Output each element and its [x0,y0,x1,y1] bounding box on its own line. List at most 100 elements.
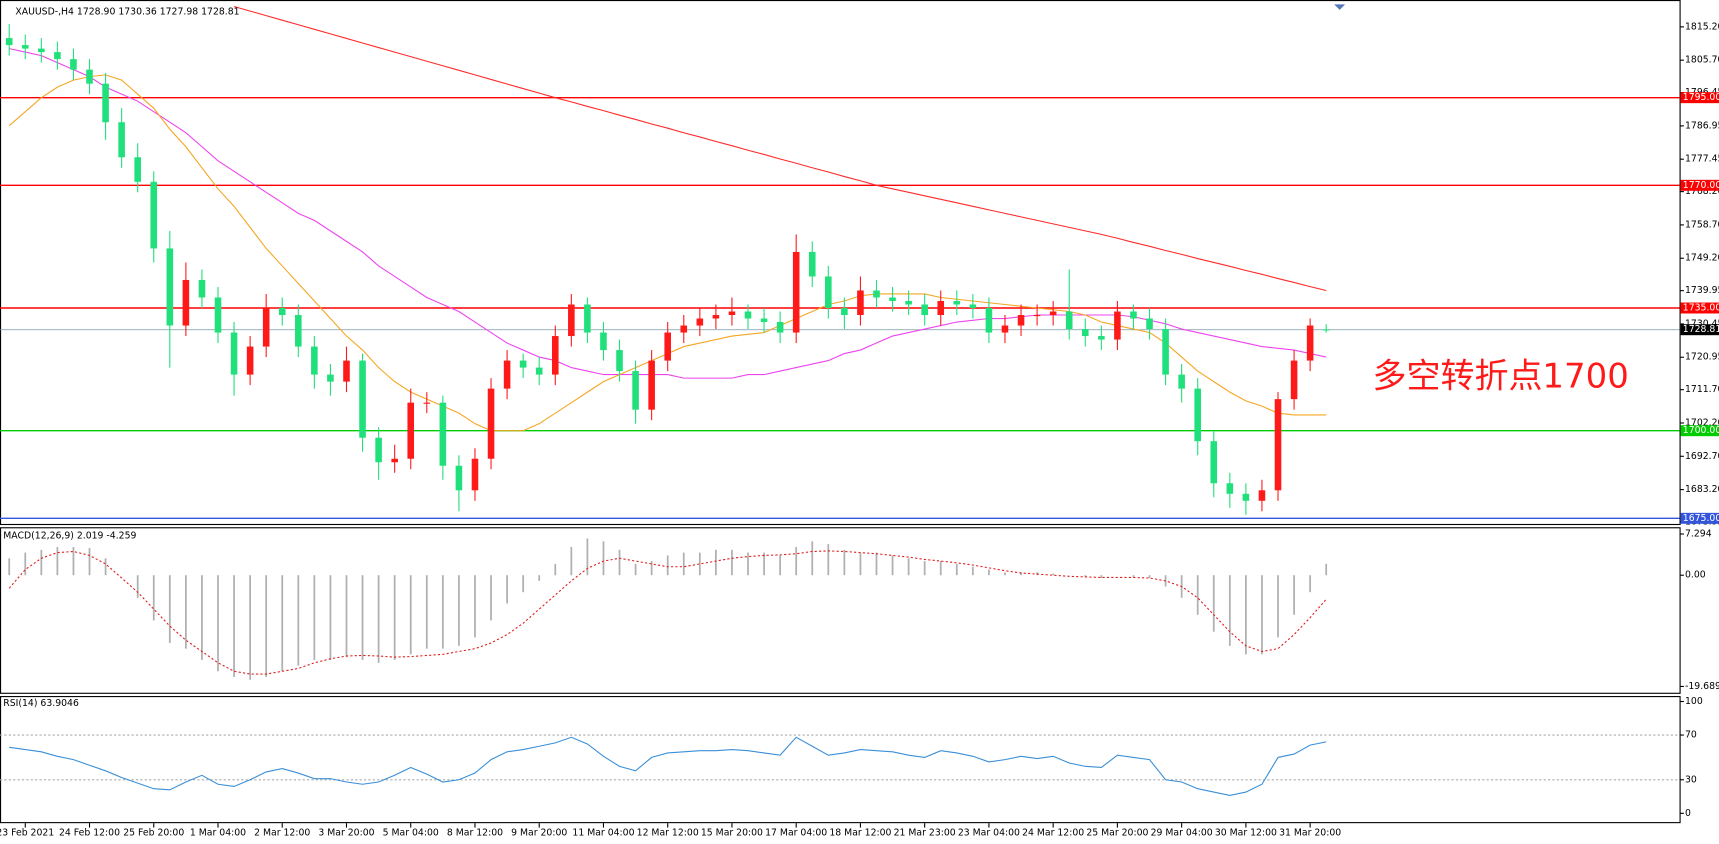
macd-bar [1148,575,1151,579]
candle-body [1210,441,1218,484]
candle-body [1178,374,1185,389]
macd-bar [795,546,798,576]
candle-body [1146,318,1153,330]
main-panel [0,0,1681,526]
candle-body [407,402,415,459]
candle-body [1242,493,1250,501]
macd-bar [152,575,155,621]
candle-body [712,315,720,319]
candle-body [182,279,190,326]
y-tick-label: 0 [1685,808,1691,819]
candle-body [744,311,752,319]
last-price-label: 1728.81 [1683,324,1719,335]
candle-body [278,308,286,316]
candle-body [439,402,447,466]
y-tick-label: 1683.20 [1685,484,1719,495]
candle-body [246,346,254,375]
macd-bar [377,575,380,663]
macd-bar [1132,575,1135,577]
macd-bar [249,575,251,680]
candle-body [150,181,158,249]
x-tick-label: 11 Mar 04:00 [572,828,634,839]
candle-body [166,248,174,326]
signal-line [8,550,1327,675]
y-tick-label: 70 [1685,730,1697,741]
macd-bar [988,569,990,576]
annotation: 多空转折点1700 [1373,357,1629,397]
macd-bar [1293,575,1295,615]
candle-body [102,83,109,123]
x-tick-label: 23 Feb 2021 [0,828,54,839]
candle-body [1033,315,1041,317]
x-tick-label: 8 Mar 12:00 [447,828,503,839]
level-label-box [1680,425,1719,437]
x-tick-label: 24 Feb 12:00 [59,828,120,839]
y-tick-label: 1758.70 [1685,219,1719,230]
macd-bar [698,552,701,576]
candle-body [455,465,463,491]
shift-marker [1334,4,1346,10]
candle-body [953,300,961,305]
macd-bar [907,558,910,576]
candle-body [857,290,864,316]
macd-bar [554,563,557,576]
y-tick-label: 1702.20 [1685,417,1719,428]
y-tick-label: 7.294 [1685,529,1712,540]
macd-bar [104,558,107,576]
macd-bar [1309,575,1312,593]
x-tick-label: 25 Feb 20:00 [123,828,184,839]
macd-panel [0,527,1681,694]
macd-title: MACD(12,26,9) 2.019 -4.259 [3,530,136,541]
macd-bar [666,555,669,576]
candle-body [1001,325,1009,333]
candle-body [70,59,77,70]
macd-bar [329,575,332,660]
x-tick-label: 31 Mar 20:00 [1279,828,1341,839]
macd-bar [409,575,412,655]
y-tick-label: 100 [1685,696,1703,707]
macd-bar [1325,563,1328,576]
chart-title: XAUUSD-,H4 1728.90 1730.36 1727.98 1728.… [15,7,239,18]
candle-body [1065,311,1073,330]
y-tick-label: -19.689 [1685,681,1719,692]
macd-bar [168,575,171,644]
candle-body [632,371,639,410]
macd-bar [586,538,589,576]
level-label: 1735.00 [1683,303,1719,314]
macd-bar [1084,575,1087,577]
macd-bar [313,575,316,660]
macd-bar [650,561,653,576]
candle-body [375,437,382,463]
y-tick-label: 0.00 [1685,570,1706,581]
candle-body [21,45,29,49]
macd-bar [1052,573,1055,576]
macd-bar [361,575,364,660]
candle-body [295,315,302,347]
x-tick-label: 23 Mar 04:00 [958,828,1020,839]
macd-bar [955,563,958,576]
macd-bar [393,575,396,660]
macd-bar [345,575,348,658]
x-tick-label: 2 Mar 12:00 [254,828,310,839]
rsi-title: RSI(14) 63.9046 [3,698,79,709]
candle-body [391,458,398,463]
y-tick-label: 30 [1685,774,1697,785]
candle-body [825,276,832,309]
candle-body [696,318,704,326]
candle-body [230,332,238,375]
level-label-box [1680,179,1719,191]
candle-body [1017,315,1025,326]
x-tick-label: 21 Mar 23:00 [894,828,956,839]
candle-body [680,325,688,333]
rsi-panel [0,696,1681,824]
candle-body [808,251,816,277]
macd-bar [522,575,525,593]
candle-body [792,251,800,333]
candle-body [937,300,945,316]
candle-body [343,360,350,382]
macd-bar [939,561,942,576]
y-tick-label: 1786.95 [1685,120,1719,131]
candle-body [1081,329,1089,337]
